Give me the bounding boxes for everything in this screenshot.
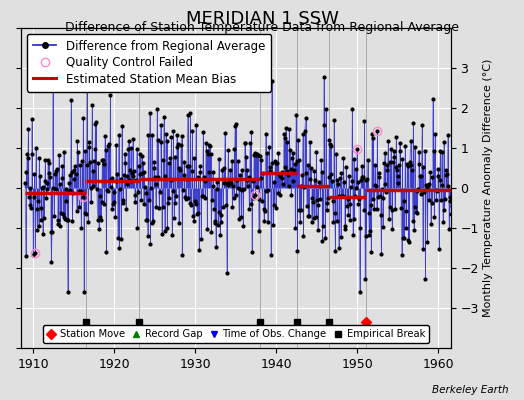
Text: Difference of Station Temperature Data from Regional Average: Difference of Station Temperature Data f… <box>65 21 459 34</box>
Text: Berkeley Earth: Berkeley Earth <box>432 385 508 395</box>
Legend: Station Move, Record Gap, Time of Obs. Change, Empirical Break: Station Move, Record Gap, Time of Obs. C… <box>42 325 429 343</box>
Y-axis label: Monthly Temperature Anomaly Difference (°C): Monthly Temperature Anomaly Difference (… <box>483 59 493 317</box>
Text: MERIDIAN 1 SSW: MERIDIAN 1 SSW <box>185 10 339 28</box>
